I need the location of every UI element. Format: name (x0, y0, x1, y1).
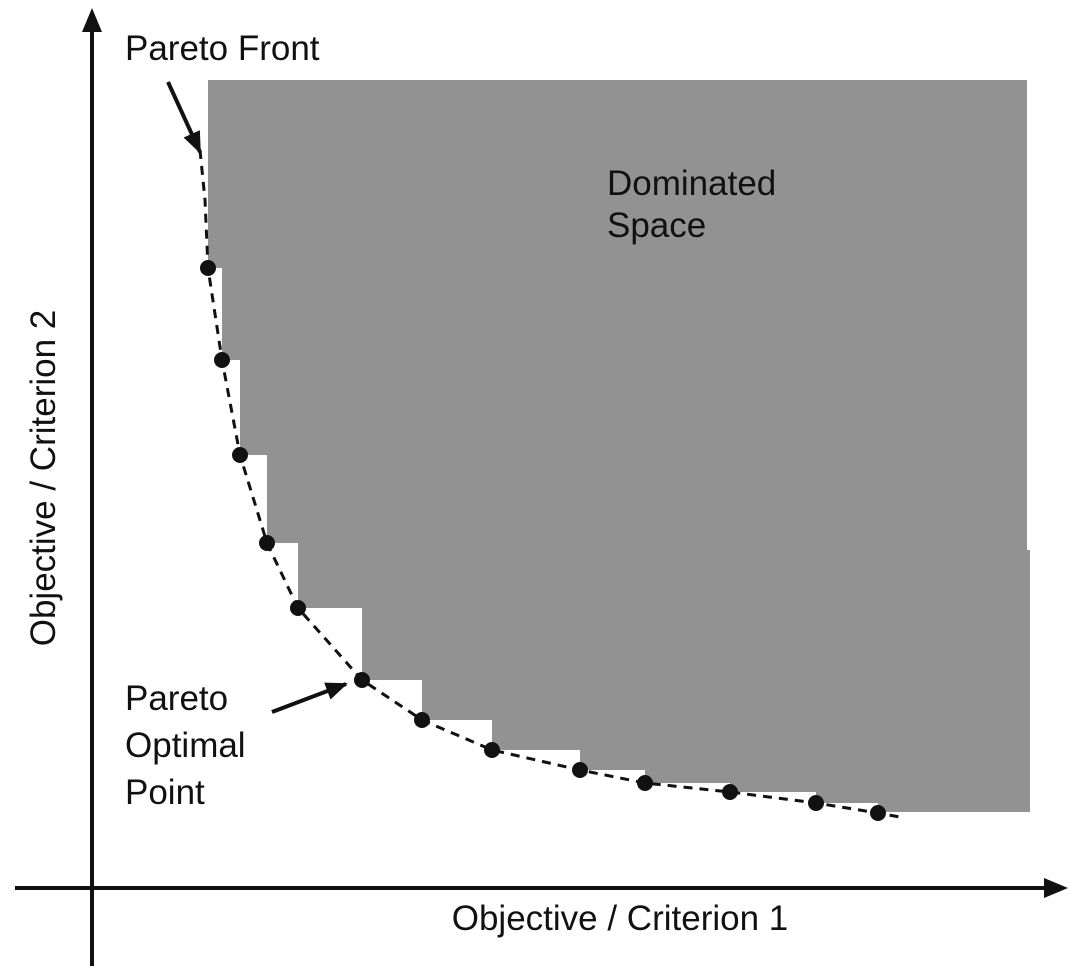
pareto-optimal-line: Point (125, 773, 205, 812)
pareto-point (354, 672, 370, 688)
dominated-space-line: Dominated (607, 164, 776, 203)
dominated-region (207, 80, 1030, 812)
pareto-point (808, 795, 824, 811)
y-axis-label: Objective / Criterion 2 (24, 310, 63, 647)
pareto-point (259, 535, 275, 551)
x-axis-label: Objective / Criterion 1 (452, 899, 789, 938)
pareto-optimal-label: Pareto Optimal Point (125, 679, 255, 812)
pareto-point (637, 775, 653, 791)
pareto-optimal-arrow (271, 682, 348, 714)
pareto-point (290, 600, 306, 616)
pareto-points (200, 260, 886, 821)
pareto-point (414, 712, 430, 728)
pareto-point (484, 742, 500, 758)
dominated-space-line: Space (607, 206, 706, 245)
pareto-optimal-line: Pareto (125, 679, 228, 718)
pareto-point (722, 784, 738, 800)
y-axis-arrow (82, 8, 102, 32)
pareto-optimal-line: Optimal (125, 726, 246, 765)
x-axis-arrow (1044, 878, 1068, 898)
pareto-point (200, 260, 216, 276)
pareto-point (572, 762, 588, 778)
pareto-front-arrow (166, 81, 202, 154)
pareto-point (232, 447, 248, 463)
pareto-point (870, 805, 886, 821)
pareto-front-label: Pareto Front (125, 29, 320, 68)
pareto-front-curve (198, 149, 906, 820)
dominated-space-label: Dominated Space (607, 164, 786, 245)
pareto-point (214, 352, 230, 368)
